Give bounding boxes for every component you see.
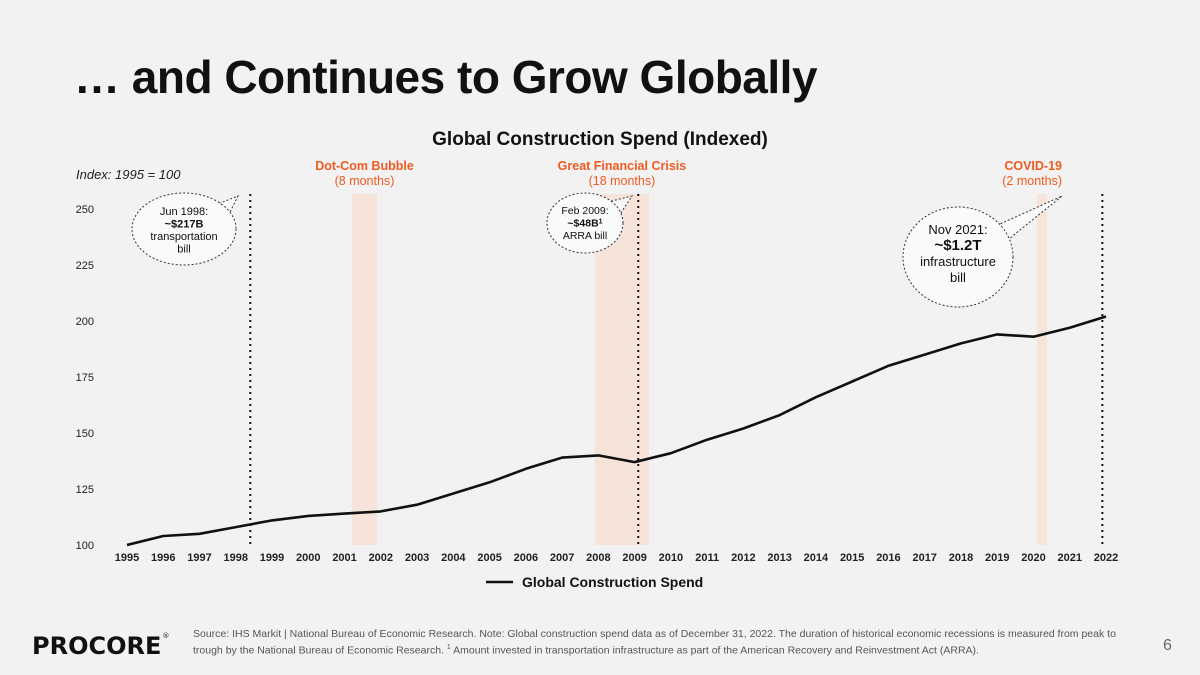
x-tick-label: 2004: [441, 552, 466, 564]
chart-title: Global Construction Spend (Indexed): [432, 129, 768, 150]
x-tick-label: 2010: [659, 552, 683, 564]
recession-bands: [351, 194, 1048, 545]
x-tick-label: 2019: [985, 552, 1009, 564]
y-tick-label: 200: [76, 316, 94, 328]
x-tick-label: 1999: [260, 552, 284, 564]
event-lines: [249, 194, 1104, 545]
callout-text: bill: [950, 270, 966, 285]
callout-text: ~$217B: [165, 219, 204, 231]
procore-logo: PROCORE®: [32, 632, 169, 660]
index-note: Index: 1995 = 100: [76, 167, 181, 182]
recession-band: [351, 194, 378, 545]
source-note-part1: Source: IHS Markit | National Bureau of …: [193, 628, 1116, 657]
callout-bubble: [131, 192, 237, 266]
source-note-sup: 1: [446, 644, 451, 651]
legend-label: Global Construction Spend: [522, 574, 703, 590]
recession-labels: Dot-Com Bubble(8 months) Great Financial …: [315, 159, 1062, 188]
source-note-part2: Amount invested in transportation infras…: [450, 644, 979, 657]
callout-text: Feb 2009:: [561, 205, 608, 217]
page-number: 6: [1163, 637, 1172, 654]
callout-text: ARRA bill: [563, 230, 607, 242]
recession-duration: (2 months): [1002, 174, 1062, 188]
source-footnote: Source: IHS Markit | National Bureau of …: [193, 627, 1123, 658]
x-tick-label: 2003: [405, 552, 429, 564]
x-tick-label: 2006: [514, 552, 538, 564]
x-tick-label: 2020: [1021, 552, 1045, 564]
x-axis-ticks: 1995 1996 1997 1998 1999 2000 2001 2002 2003 2004…: [115, 552, 1118, 564]
y-axis-ticks: 100 125 150 175 200 225 250: [76, 204, 94, 552]
x-tick-label: 2005: [477, 552, 501, 564]
callout-bubble: [546, 192, 624, 254]
logo-text: PROCORE: [32, 632, 162, 660]
y-tick-label: 175: [76, 372, 94, 384]
recession-label: Dot-Com Bubble: [315, 159, 414, 173]
callout-sup: 1: [599, 218, 603, 225]
callout-bubble: [902, 206, 1014, 308]
y-tick-label: 125: [76, 484, 94, 496]
callout-text: Jun 1998:: [160, 206, 208, 218]
x-tick-label: 2008: [586, 552, 610, 564]
y-tick-label: 100: [76, 540, 94, 552]
recession-label: COVID-19: [1004, 159, 1062, 173]
x-tick-label: 2022: [1094, 552, 1118, 564]
callout-text: infrastructure: [920, 254, 996, 269]
x-tick-label: 2012: [731, 552, 755, 564]
callout-text: ~$48B1: [567, 218, 602, 230]
x-tick-label: 2018: [949, 552, 973, 564]
callout-text: Nov 2021:: [928, 222, 987, 237]
recession-duration: (8 months): [335, 174, 395, 188]
recession-label: Great Financial Crisis: [558, 159, 687, 173]
x-tick-label: 2009: [622, 552, 646, 564]
y-tick-label: 250: [76, 204, 94, 216]
x-tick-label: 2013: [767, 552, 791, 564]
recession-band: [1037, 194, 1048, 545]
x-tick-label: 2016: [876, 552, 900, 564]
x-tick-label: 2001: [332, 552, 356, 564]
x-tick-label: 1996: [151, 552, 175, 564]
recession-duration: (18 months): [589, 174, 656, 188]
x-tick-label: 1998: [224, 552, 248, 564]
x-tick-label: 2002: [369, 552, 393, 564]
x-tick-label: 2000: [296, 552, 320, 564]
callout-text: transportation: [150, 231, 217, 243]
x-tick-label: 2015: [840, 552, 864, 564]
y-tick-label: 150: [76, 428, 94, 440]
recession-band: [594, 194, 650, 545]
series-line-global-construction-spend: [126, 315, 1107, 547]
x-tick-label: 2011: [695, 552, 719, 564]
construction-spend-chart: Dot-Com Bubble(8 months) Great Financial …: [76, 129, 1119, 590]
callout-tail: [990, 195, 1063, 246]
x-tick-label: 1997: [187, 552, 211, 564]
callout-text: ~$1.2T: [934, 237, 981, 254]
x-tick-label: 2007: [550, 552, 574, 564]
slide-title: … and Continues to Grow Globally: [74, 51, 818, 103]
y-tick-label: 225: [76, 260, 94, 272]
x-tick-label: 2014: [804, 552, 829, 564]
x-tick-label: 2017: [912, 552, 936, 564]
chart-legend: Global Construction Spend: [486, 574, 703, 590]
callout-tail: [606, 195, 634, 220]
logo-trademark: ®: [162, 632, 170, 640]
callout-text: bill: [177, 244, 190, 256]
x-tick-label: 2021: [1057, 552, 1081, 564]
x-tick-label: 1995: [115, 552, 139, 564]
